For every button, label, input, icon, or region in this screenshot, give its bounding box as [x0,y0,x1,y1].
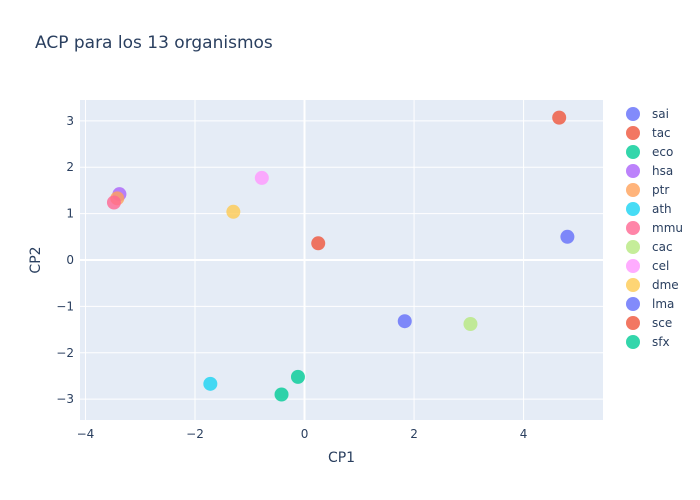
x-tick-label: 0 [301,427,309,441]
legend-marker [626,202,640,216]
legend-label: sce [652,316,672,330]
legend-marker [626,107,640,121]
legend-item-sce[interactable]: sce [626,316,672,330]
data-point-tac[interactable] [552,110,567,125]
legend-item-lma[interactable]: lma [626,297,674,311]
legend-label: eco [652,145,673,159]
y-tick-label: 2 [66,160,74,174]
data-point-dme[interactable] [226,204,241,219]
legend[interactable]: sai tac eco hsa ptr ath mmu cac cel dme lma sce sfx [626,107,683,349]
legend-marker [626,278,640,292]
grid-lines [80,100,603,420]
data-point-ath[interactable] [203,376,218,391]
legend-label: sai [652,107,669,121]
legend-label: sfx [652,335,670,349]
data-point-cac[interactable] [463,317,478,331]
legend-item-sai[interactable]: sai [626,107,669,121]
legend-item-ath[interactable]: ath [626,202,672,216]
legend-marker [626,335,640,349]
data-point-eco[interactable] [274,387,289,402]
legend-item-ptr[interactable]: ptr [626,183,669,197]
legend-label: dme [652,278,679,292]
data-point-sai[interactable] [560,229,575,244]
y-tick-label: −1 [56,299,74,313]
x-tick-label: −2 [186,427,204,441]
legend-label: lma [652,297,674,311]
y-tick-label: −3 [56,392,74,406]
legend-marker [626,240,640,254]
data-point-sce[interactable] [311,236,326,251]
legend-marker [626,316,640,330]
legend-label: hsa [652,164,673,178]
data-point-sfx[interactable] [290,369,305,384]
legend-marker [626,145,640,159]
legend-item-cel[interactable]: cel [626,259,669,273]
legend-marker [626,221,640,235]
legend-label: tac [652,126,671,140]
y-tick-label: 1 [66,207,74,221]
legend-item-tac[interactable]: tac [626,126,671,140]
legend-item-mmu[interactable]: mmu [626,221,683,235]
legend-label: cel [652,259,669,273]
data-point-mmu[interactable] [106,195,121,210]
data-point-cel[interactable] [254,170,269,185]
legend-label: mmu [652,221,683,235]
x-tick-label: 4 [520,427,528,441]
chart-title: ACP para los 13 organismos [35,33,273,53]
legend-label: ath [652,202,672,216]
axis-ticks: −4 −2 0 2 4 −3 −2 −1 0 1 2 3 [56,114,527,441]
y-tick-label: 3 [66,114,74,128]
legend-label: cac [652,240,673,254]
x-tick-label: −4 [77,427,95,441]
y-axis-title: CP2 [28,246,44,273]
legend-label: ptr [652,183,669,197]
data-points [106,110,575,402]
legend-item-hsa[interactable]: hsa [626,164,673,178]
legend-marker [626,126,640,140]
data-point-lma[interactable] [397,314,412,329]
legend-marker [626,297,640,311]
legend-marker [626,183,640,197]
legend-marker [626,259,640,273]
legend-item-eco[interactable]: eco [626,145,673,159]
x-tick-label: 2 [410,427,418,441]
y-tick-label: −2 [56,346,74,360]
x-axis-title: CP1 [328,450,355,466]
legend-item-cac[interactable]: cac [626,240,673,254]
legend-item-sfx[interactable]: sfx [626,335,670,349]
y-tick-label: 0 [66,253,74,267]
legend-marker [626,164,640,178]
legend-item-dme[interactable]: dme [626,278,679,292]
